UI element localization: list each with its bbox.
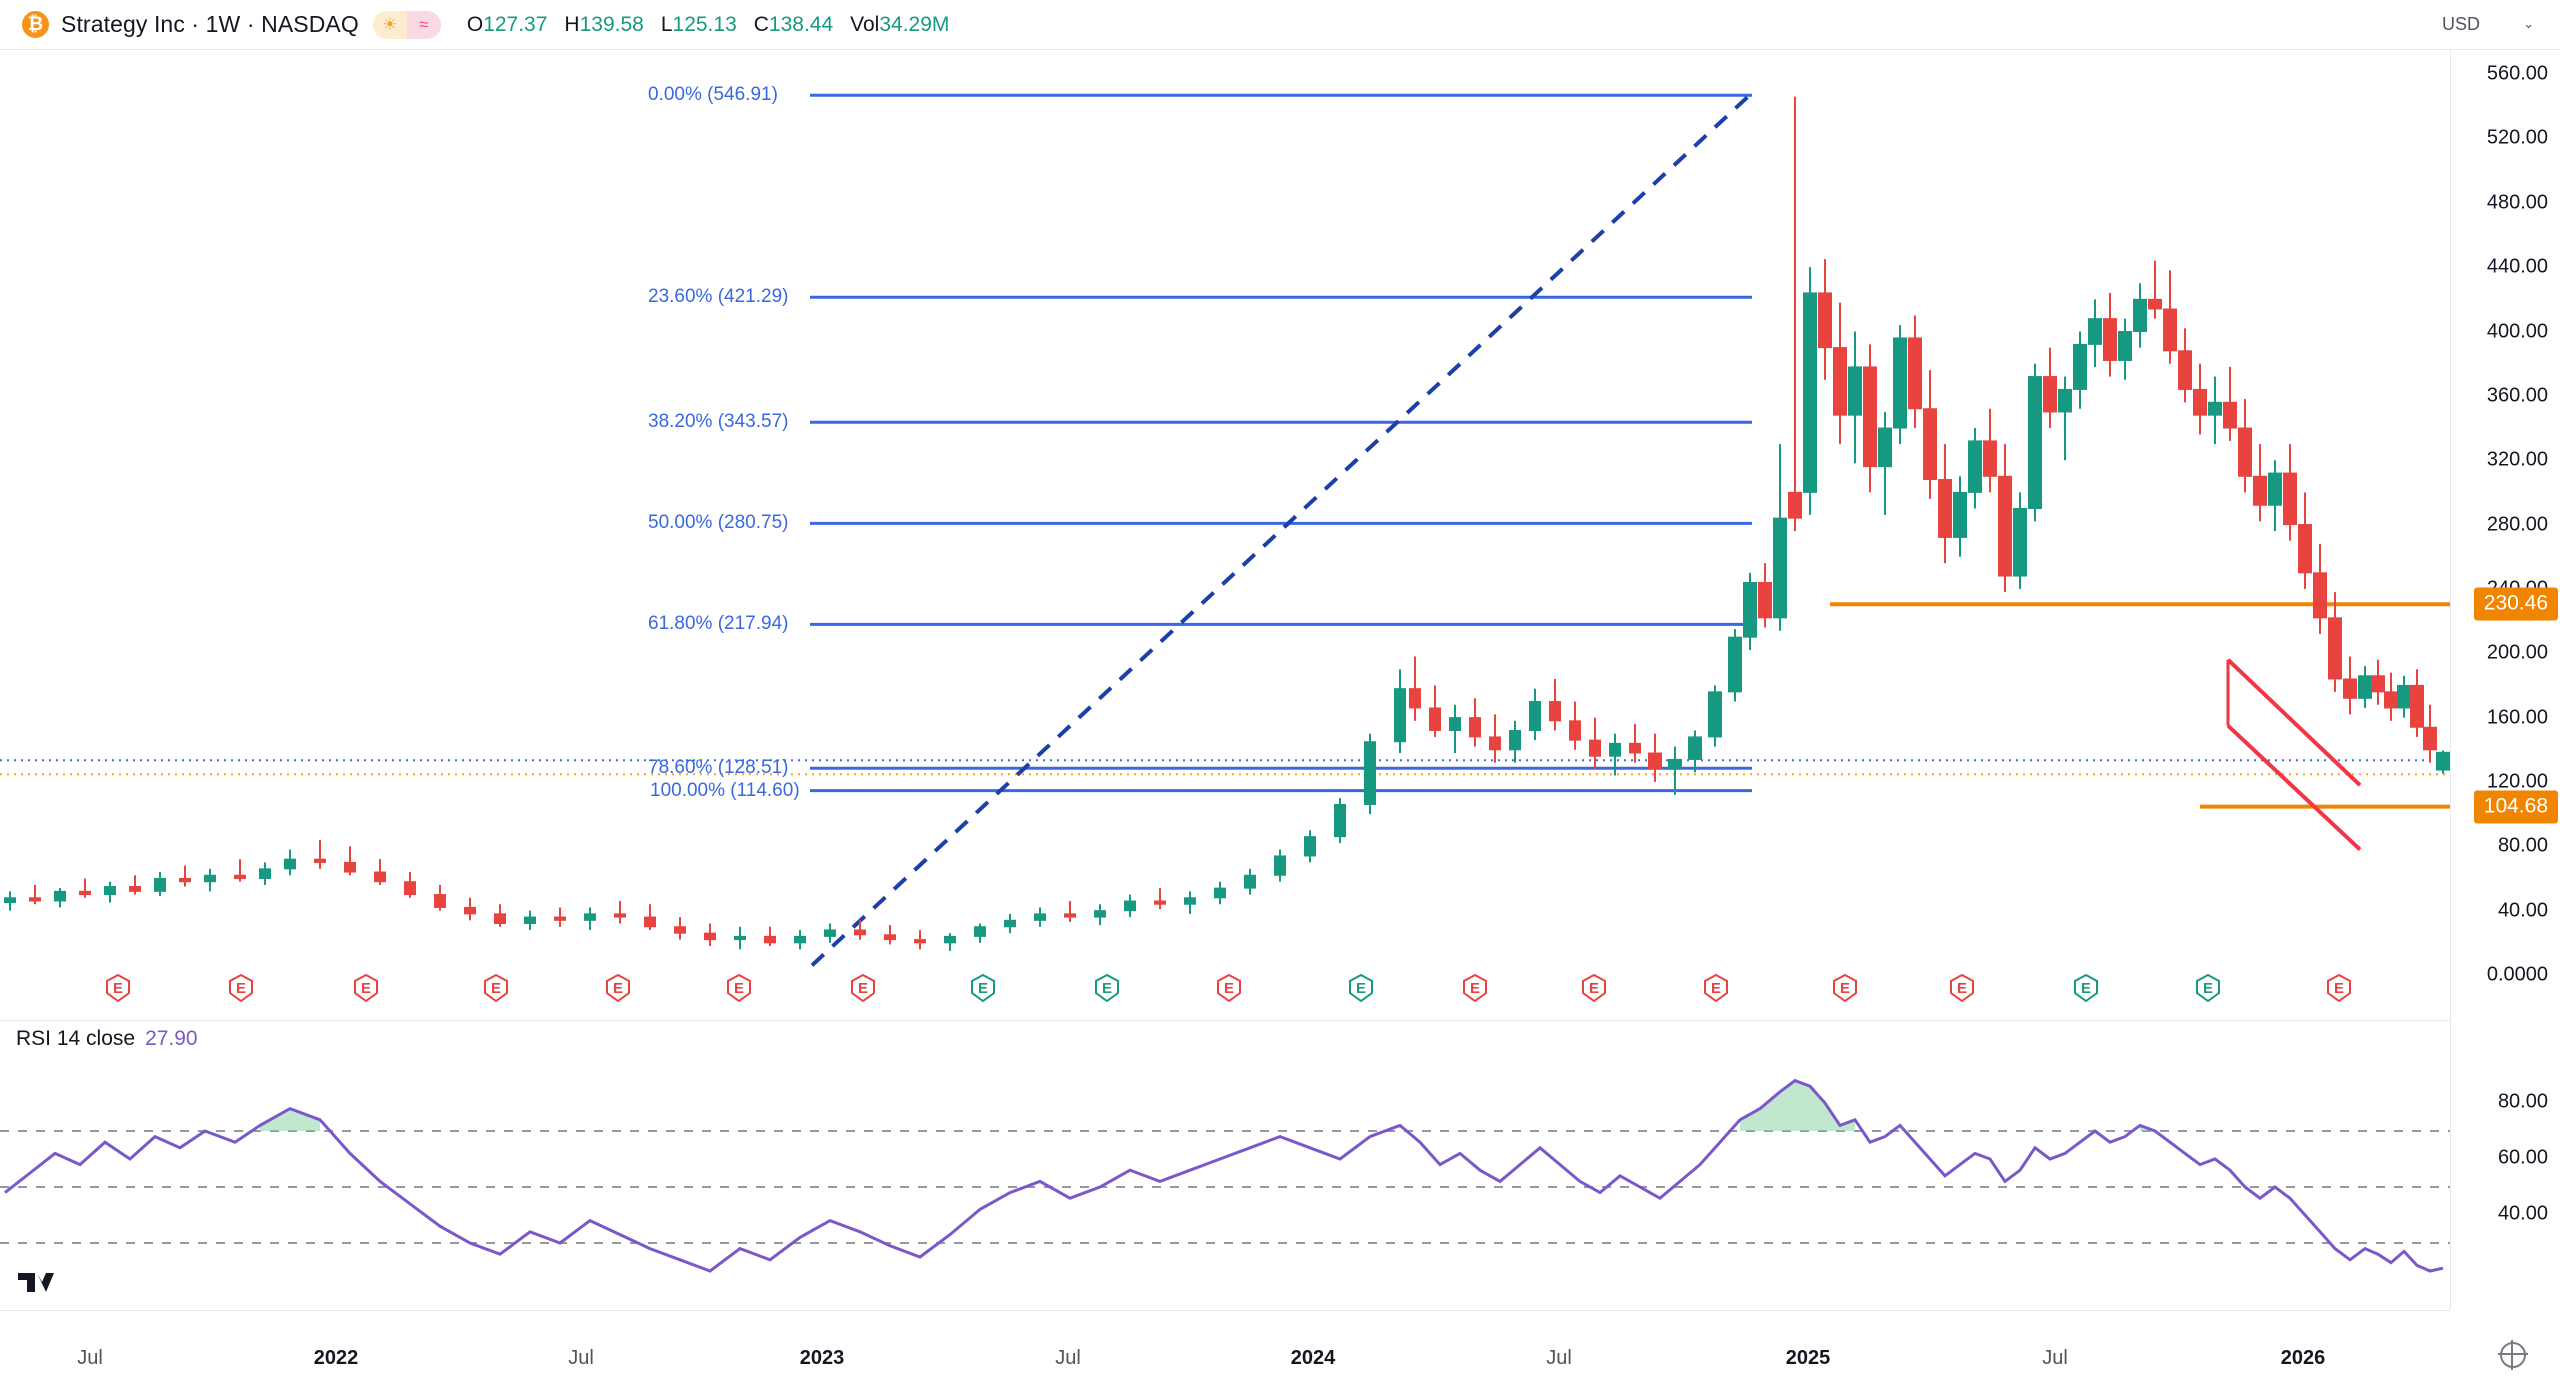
low-label: L <box>660 12 673 36</box>
chart-header: ₿ Strategy Inc · 1W · NASDAQ ☀ ≈ O 127.37… <box>0 0 2560 50</box>
price-chart-svg <box>0 93 2450 967</box>
price-axis-tick: 520.00 <box>2486 126 2548 149</box>
earnings-marker-icon[interactable]: E <box>1581 974 1607 1002</box>
volume-value: 34.29M <box>879 12 950 36</box>
adjustment-wave-icon[interactable]: ≈ <box>406 10 441 39</box>
rsi-axis-tick: 60.00 <box>2497 1146 2548 1169</box>
price-axis-tick: 200.00 <box>2486 641 2548 664</box>
chevron-down-icon[interactable]: ⌄ <box>2523 16 2534 31</box>
earnings-marker-icon[interactable]: E <box>1094 974 1120 1002</box>
price-axis-tick: 120.00 <box>2486 770 2548 793</box>
time-axis-tick: 2025 <box>1785 1347 1831 1369</box>
rsi-pane[interactable]: RSI 14 close 27.90 <box>0 1020 2450 1310</box>
earnings-marker-icon[interactable]: E <box>726 974 752 1002</box>
tradingview-logo-icon[interactable] <box>18 1269 58 1300</box>
earnings-marker-icon[interactable]: E <box>2195 974 2221 1002</box>
price-axis-tick: 0.0000 <box>2486 963 2548 986</box>
close-value: 138.44 <box>768 12 834 36</box>
earnings-marker-icon[interactable]: E <box>850 974 876 1002</box>
time-axis[interactable]: Jul 2022 Jul 2023 Jul 2024 Jul 2025 Jul 2026 <box>0 1310 2450 1392</box>
high-value: 139.58 <box>579 12 644 36</box>
fib-level-label[interactable]: 50.00% (280.75) <box>648 512 789 534</box>
fib-level-label[interactable]: 61.80% (217.94) <box>648 613 789 635</box>
price-axis-tick: 400.00 <box>2486 320 2548 343</box>
price-axis-tick: 280.00 <box>2486 513 2548 536</box>
crosshair-mode-icon[interactable] <box>2498 1340 2528 1370</box>
price-axis-tick: 80.00 <box>2497 834 2548 857</box>
price-axis[interactable]: 560.00 520.00 480.00 440.00 400.00 360.00 320.… <box>2450 50 2560 1310</box>
earnings-marker-icon[interactable]: E <box>105 974 131 1002</box>
earnings-marker-icon[interactable]: E <box>605 974 631 1002</box>
high-label: H <box>564 12 580 36</box>
time-axis-tick: Jul <box>77 1347 103 1369</box>
earnings-marker-icon[interactable]: E <box>1216 974 1242 1002</box>
open-label: O <box>466 12 484 36</box>
symbol-logo-icon: ₿ <box>22 11 49 38</box>
time-axis-tick: Jul <box>2042 1347 2068 1369</box>
low-value: 125.13 <box>672 12 737 36</box>
rsi-value: 27.90 <box>145 1027 198 1050</box>
price-axis-tick: 560.00 <box>2486 62 2548 85</box>
price-axis-tick: 160.00 <box>2486 706 2548 729</box>
fib-level-label[interactable]: 23.60% (421.29) <box>648 286 789 308</box>
price-level-badge[interactable]: 230.46 <box>2473 587 2558 621</box>
price-axis-tick: 320.00 <box>2486 448 2548 471</box>
rsi-legend[interactable]: RSI 14 close 27.90 <box>16 1027 198 1051</box>
price-pane[interactable]: 0.00% (546.91) 23.60% (421.29) 38.20% (343… <box>0 50 2450 975</box>
fib-level-label[interactable]: 78.60% (128.51) <box>648 757 789 779</box>
symbol-title[interactable]: Strategy Inc · 1W · NASDAQ <box>61 11 359 37</box>
rsi-title: RSI 14 close <box>16 1027 136 1050</box>
earnings-marker-icon[interactable]: E <box>353 974 379 1002</box>
price-axis-tick: 360.00 <box>2486 384 2548 407</box>
rsi-chart-svg <box>0 1078 2450 1273</box>
ohlc-legend: O 127.37 H 139.58 L 125.13 C 138.44 Vol 34.29… <box>467 13 950 37</box>
earnings-marker-icon[interactable]: E <box>2326 974 2352 1002</box>
earnings-marker-icon[interactable]: E <box>1348 974 1374 1002</box>
currency-selector[interactable]: USD <box>2441 14 2480 34</box>
time-axis-tick: Jul <box>1546 1347 1572 1369</box>
price-axis-tick: 440.00 <box>2486 255 2548 278</box>
open-value: 127.37 <box>483 12 548 36</box>
rsi-axis-tick: 80.00 <box>2497 1090 2548 1113</box>
price-axis-tick: 40.00 <box>2497 899 2548 922</box>
time-axis-tick: 2024 <box>1290 1347 1336 1369</box>
rsi-axis-tick: 40.00 <box>2497 1202 2548 1225</box>
session-sun-icon[interactable]: ☀ <box>372 10 407 39</box>
earnings-marker-icon[interactable]: E <box>1703 974 1729 1002</box>
earnings-marker-icon[interactable]: E <box>1949 974 1975 1002</box>
fib-level-label[interactable]: 38.20% (343.57) <box>648 411 789 433</box>
time-axis-tick: Jul <box>568 1347 594 1369</box>
fib-level-label[interactable]: 0.00% (546.91) <box>648 84 778 106</box>
time-axis-tick: 2022 <box>313 1347 359 1369</box>
volume-label: Vol <box>850 12 880 36</box>
earnings-marker-icon[interactable]: E <box>228 974 254 1002</box>
earnings-marker-icon[interactable]: E <box>483 974 509 1002</box>
close-label: C <box>753 12 769 36</box>
indicator-badges: ☀ ≈ <box>372 10 441 39</box>
time-axis-tick: Jul <box>1055 1347 1081 1369</box>
fib-level-label[interactable]: 100.00% (114.60) <box>650 779 800 801</box>
earnings-marker-icon[interactable]: E <box>2073 974 2099 1002</box>
time-axis-tick: 2026 <box>2280 1347 2326 1369</box>
earnings-marker-icon[interactable]: E <box>1462 974 1488 1002</box>
earnings-marker-icon[interactable]: E <box>970 974 996 1002</box>
time-axis-tick: 2023 <box>799 1347 845 1369</box>
earnings-marker-icon[interactable]: E <box>1832 974 1858 1002</box>
price-level-badge[interactable]: 104.68 <box>2473 790 2558 824</box>
price-axis-tick: 480.00 <box>2486 191 2548 214</box>
